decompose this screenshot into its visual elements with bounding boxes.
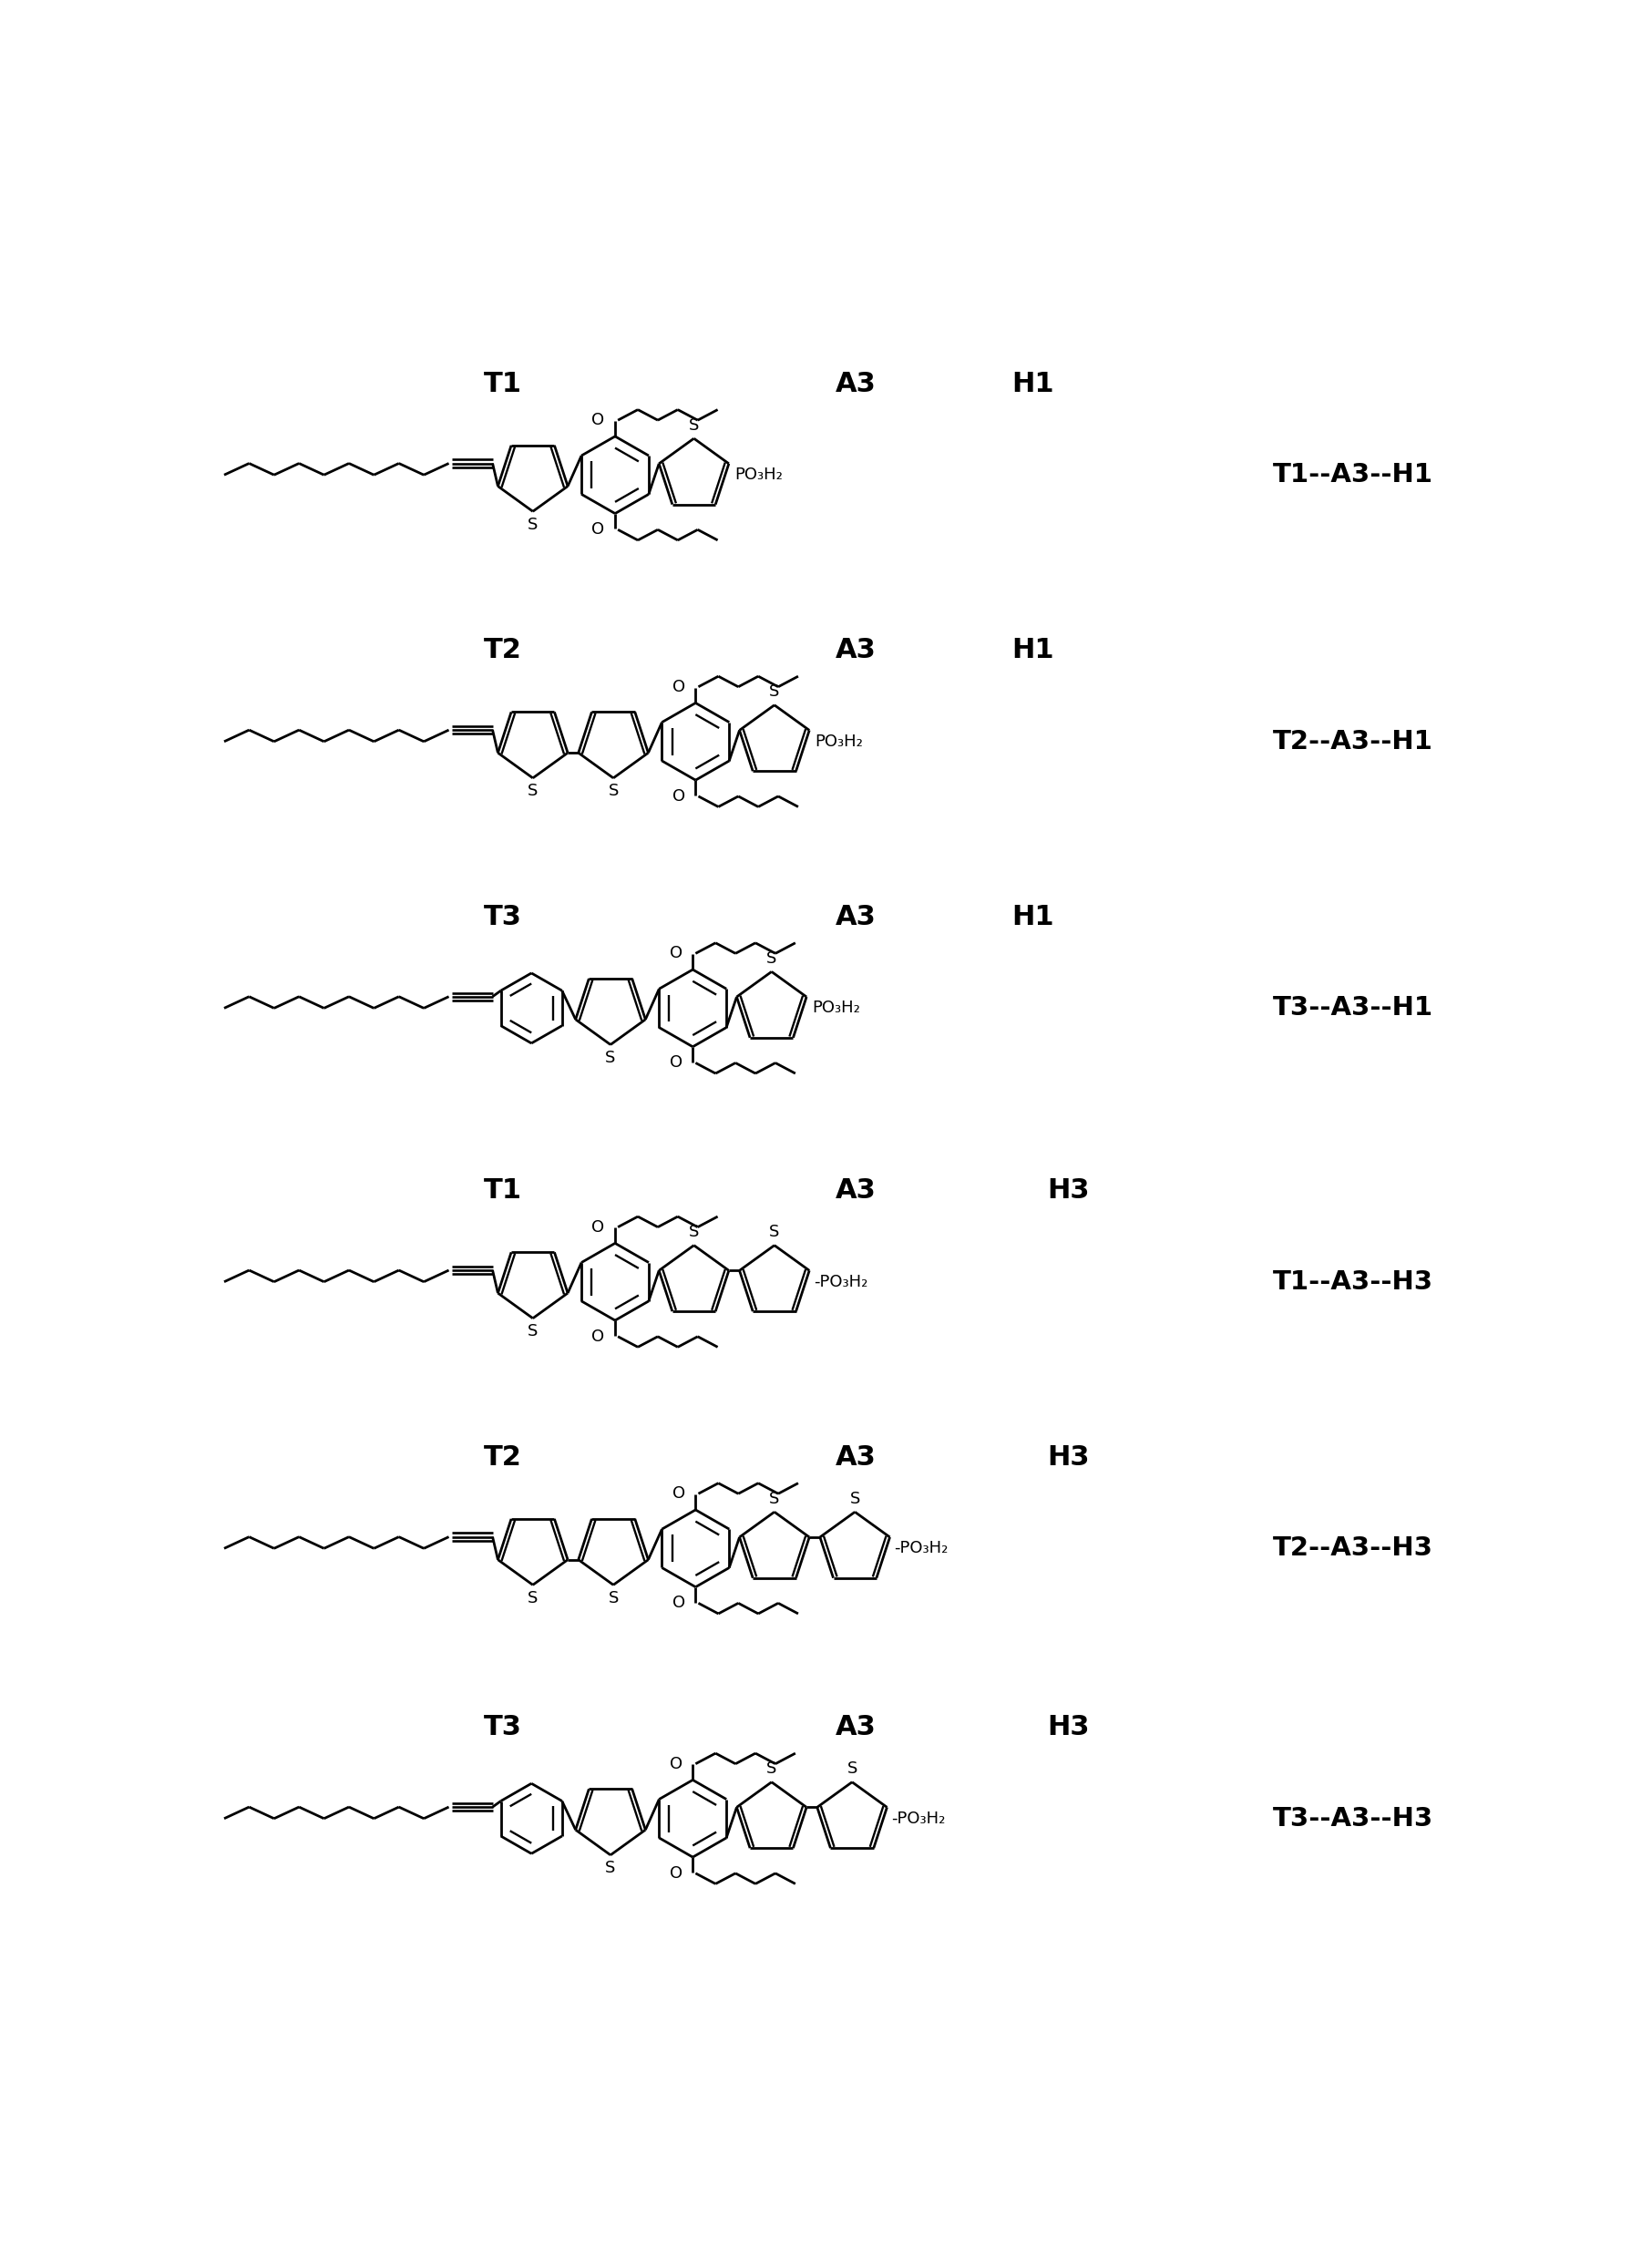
Text: PO₃H₂: PO₃H₂ [814, 733, 862, 751]
Text: O: O [591, 522, 605, 538]
Text: S: S [770, 1225, 780, 1241]
Text: O: O [591, 413, 605, 429]
Text: H3: H3 [1047, 1445, 1089, 1470]
Text: H3: H3 [1047, 1177, 1089, 1204]
Text: T3: T3 [484, 903, 522, 930]
Text: PO₃H₂: PO₃H₂ [813, 1000, 861, 1016]
Text: O: O [591, 1218, 605, 1236]
Text: S: S [605, 1860, 616, 1876]
Text: S: S [689, 1225, 699, 1241]
Text: S: S [608, 1590, 618, 1606]
Text: A3: A3 [836, 1177, 877, 1204]
Text: T3--A3--H1: T3--A3--H1 [1272, 996, 1434, 1021]
Text: S: S [689, 417, 699, 433]
Text: H3: H3 [1047, 1715, 1089, 1740]
Text: A3: A3 [836, 1715, 877, 1740]
Text: PO₃H₂: PO₃H₂ [735, 467, 783, 483]
Text: T1: T1 [484, 1177, 522, 1204]
Text: S: S [527, 1322, 539, 1340]
Text: -PO₃H₂: -PO₃H₂ [813, 1275, 867, 1290]
Text: O: O [672, 1486, 686, 1501]
Text: T2--A3--H1: T2--A3--H1 [1272, 728, 1432, 755]
Text: A3: A3 [836, 1445, 877, 1470]
Text: -PO₃H₂: -PO₃H₂ [890, 1810, 945, 1826]
Text: O: O [672, 1594, 686, 1610]
Text: O: O [669, 1055, 682, 1070]
Text: T1--A3--H1: T1--A3--H1 [1272, 463, 1434, 488]
Text: S: S [849, 1490, 861, 1506]
Text: O: O [672, 787, 686, 805]
Text: S: S [527, 517, 539, 533]
Text: S: S [770, 1490, 780, 1506]
Text: H1: H1 [1011, 370, 1054, 397]
Text: H1: H1 [1011, 637, 1054, 665]
Text: S: S [605, 1050, 616, 1066]
Text: -PO₃H₂: -PO₃H₂ [894, 1540, 948, 1556]
Text: T3: T3 [484, 1715, 522, 1740]
Text: A3: A3 [836, 637, 877, 665]
Text: T2--A3--H3: T2--A3--H3 [1272, 1535, 1434, 1560]
Text: O: O [591, 1329, 605, 1345]
Text: O: O [669, 1755, 682, 1771]
Text: T2: T2 [484, 1445, 522, 1470]
Text: T1--A3--H3: T1--A3--H3 [1272, 1270, 1434, 1295]
Text: T1: T1 [484, 370, 522, 397]
Text: A3: A3 [836, 370, 877, 397]
Text: O: O [672, 678, 686, 694]
Text: T3--A3--H3: T3--A3--H3 [1272, 1805, 1434, 1830]
Text: S: S [527, 782, 539, 798]
Text: A3: A3 [836, 903, 877, 930]
Text: S: S [847, 1760, 857, 1778]
Text: S: S [770, 683, 780, 701]
Text: S: S [608, 782, 618, 798]
Text: S: S [767, 1760, 776, 1778]
Text: O: O [669, 946, 682, 962]
Text: T2: T2 [484, 637, 522, 665]
Text: S: S [767, 950, 776, 966]
Text: S: S [527, 1590, 539, 1606]
Text: H1: H1 [1011, 903, 1054, 930]
Text: O: O [669, 1864, 682, 1882]
